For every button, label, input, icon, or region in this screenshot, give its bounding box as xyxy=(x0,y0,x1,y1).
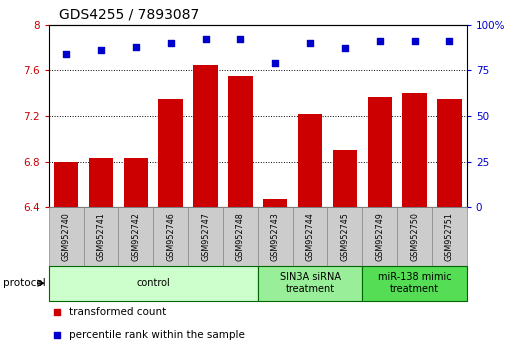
Bar xyxy=(228,76,252,207)
Bar xyxy=(367,97,392,207)
Text: GSM952751: GSM952751 xyxy=(445,212,454,261)
Bar xyxy=(333,150,357,207)
Text: GSM952745: GSM952745 xyxy=(341,212,349,261)
Point xyxy=(132,44,140,50)
Point xyxy=(53,309,61,315)
Point xyxy=(271,60,279,66)
Point xyxy=(202,36,210,42)
Bar xyxy=(49,266,258,301)
Text: GSM952740: GSM952740 xyxy=(62,212,71,261)
Point xyxy=(376,38,384,44)
Text: percentile rank within the sample: percentile rank within the sample xyxy=(69,330,245,341)
Bar xyxy=(153,207,188,266)
Text: GSM952748: GSM952748 xyxy=(236,212,245,261)
Text: SIN3A siRNA
treatment: SIN3A siRNA treatment xyxy=(280,272,341,294)
Text: GSM952743: GSM952743 xyxy=(271,212,280,261)
Bar xyxy=(298,114,322,207)
Bar xyxy=(49,207,84,266)
Point xyxy=(445,38,453,44)
Bar xyxy=(188,207,223,266)
Point xyxy=(410,38,419,44)
Text: protocol: protocol xyxy=(3,278,45,288)
Bar xyxy=(397,207,432,266)
Bar xyxy=(258,207,292,266)
Text: GSM952747: GSM952747 xyxy=(201,212,210,261)
Bar xyxy=(263,199,287,207)
Text: control: control xyxy=(136,278,170,288)
Bar xyxy=(362,266,467,301)
Bar xyxy=(223,207,258,266)
Bar xyxy=(159,99,183,207)
Bar xyxy=(362,207,397,266)
Text: GDS4255 / 7893087: GDS4255 / 7893087 xyxy=(59,7,199,21)
Text: GSM952744: GSM952744 xyxy=(306,212,314,261)
Bar xyxy=(89,158,113,207)
Text: GSM952746: GSM952746 xyxy=(166,212,175,261)
Text: GSM952741: GSM952741 xyxy=(96,212,106,261)
Text: GSM952742: GSM952742 xyxy=(131,212,141,261)
Bar xyxy=(193,65,218,207)
Point xyxy=(306,40,314,46)
Bar xyxy=(402,93,427,207)
Bar xyxy=(437,99,462,207)
Point xyxy=(62,51,70,57)
Bar xyxy=(292,207,327,266)
Point xyxy=(53,333,61,338)
Bar xyxy=(124,158,148,207)
Bar xyxy=(119,207,153,266)
Bar xyxy=(258,266,362,301)
Bar xyxy=(54,161,78,207)
Text: transformed count: transformed count xyxy=(69,307,166,318)
Point xyxy=(236,36,245,42)
Point xyxy=(167,40,175,46)
Text: GSM952749: GSM952749 xyxy=(375,212,384,261)
Bar xyxy=(432,207,467,266)
Bar xyxy=(84,207,119,266)
Bar xyxy=(327,207,362,266)
Point xyxy=(341,46,349,51)
Text: GSM952750: GSM952750 xyxy=(410,212,419,261)
Text: miR-138 mimic
treatment: miR-138 mimic treatment xyxy=(378,272,451,294)
Point xyxy=(97,47,105,53)
